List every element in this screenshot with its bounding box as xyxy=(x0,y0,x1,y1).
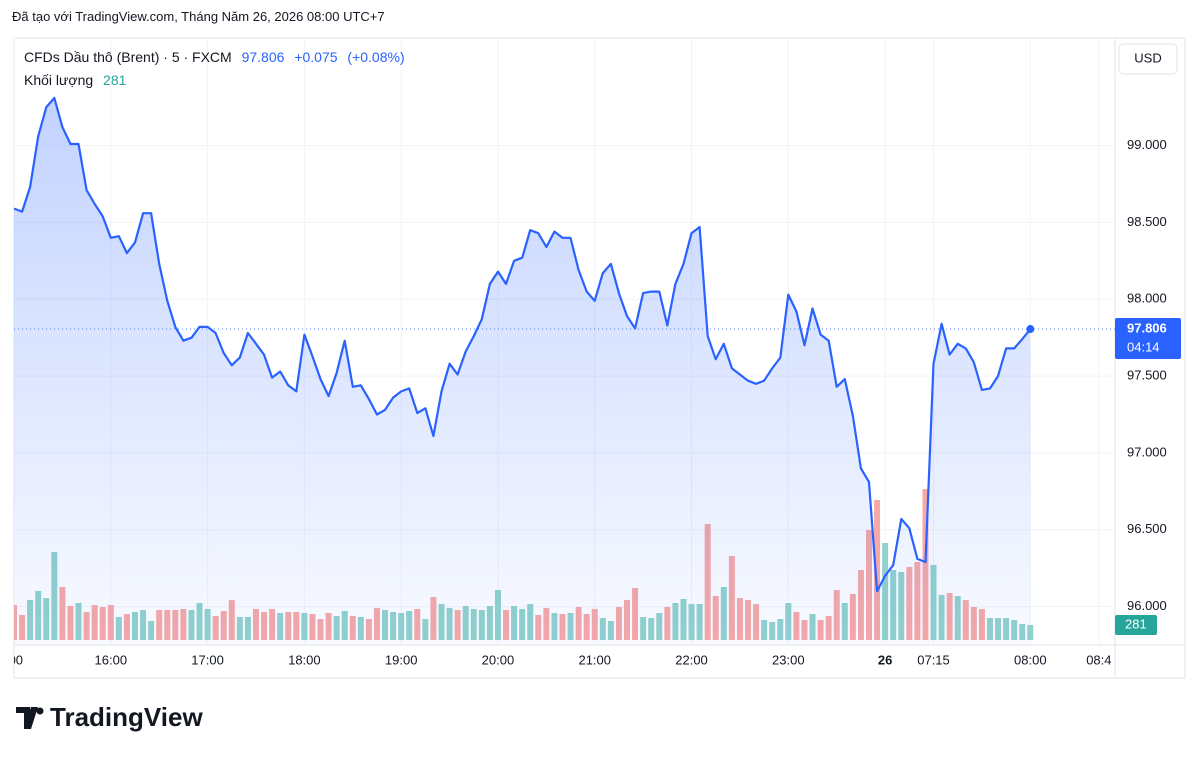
x-tick-label: 07:15 xyxy=(917,652,950,667)
y-tick-label: 99.000 xyxy=(1127,137,1167,152)
volume-last-box xyxy=(1115,614,1157,635)
price-line xyxy=(14,96,1032,593)
last-price-box xyxy=(1115,318,1181,360)
y-tick-label: 98.500 xyxy=(1127,214,1167,229)
volume-legend: Khối lượng 281 xyxy=(24,72,132,88)
logo-text: TradingView xyxy=(50,702,203,732)
x-tick-label: :00 xyxy=(5,652,23,667)
y-tick-label: 97.000 xyxy=(1127,444,1167,459)
last-point xyxy=(1026,325,1035,334)
price-axis: 96.000 96.500 97.000 97.500 98.000 98.500 99.0… xyxy=(1115,137,1181,635)
currency-button[interactable] xyxy=(1118,43,1178,75)
x-tick-label: 22:00 xyxy=(675,652,708,667)
last-price: 97.806 xyxy=(241,49,285,65)
last-price-label: 97.806 xyxy=(1127,320,1167,335)
x-tick-label: 08:4 xyxy=(1086,652,1111,667)
countdown: 04:14 xyxy=(1127,339,1160,354)
x-tick-label: 20:00 xyxy=(482,652,515,667)
logo-icon xyxy=(16,707,38,729)
time-axis: :00 16:00 17:00 18:00 19:00 20:00 21:00 22:00 23… xyxy=(5,652,1112,667)
area xyxy=(14,97,1031,645)
symbol: CFDs Dầu thô (Brent) · 5 · FXCM xyxy=(24,49,232,65)
x-tick-label: 26 xyxy=(878,652,892,667)
x-tick-label: 19:00 xyxy=(385,652,418,667)
volume-bar xyxy=(874,500,881,640)
logo-dot xyxy=(36,707,44,715)
x-tick-label: 21:00 xyxy=(578,652,611,667)
volume-last-label: 281 xyxy=(1125,616,1147,631)
x-tick-label: 08:00 xyxy=(1014,652,1047,667)
plot-area xyxy=(14,96,1115,645)
symbol-legend: CFDs Dầu thô (Brent) · 5 · FXCM 97.806 +… xyxy=(24,49,411,65)
y-tick-label: 96.500 xyxy=(1127,521,1167,536)
x-tick-label: 23:00 xyxy=(772,652,805,667)
logo: TradingView xyxy=(16,702,203,732)
currency[interactable]: USD xyxy=(1134,50,1161,65)
change: +0.075 xyxy=(294,49,338,65)
volume-last: 281 xyxy=(103,72,127,88)
change-pct: (+0.08%) xyxy=(347,49,405,65)
y-tick-label: 98.000 xyxy=(1127,291,1167,306)
y-tick-label: 97.500 xyxy=(1127,368,1167,383)
x-tick-label: 18:00 xyxy=(288,652,321,667)
x-tick-label: 17:00 xyxy=(191,652,224,667)
x-tick-label: 16:00 xyxy=(95,652,128,667)
volume-title: Khối lượng xyxy=(24,72,94,88)
volume-bar xyxy=(1027,624,1034,640)
credit: Đã tạo với TradingView.com, Tháng Năm 26… xyxy=(12,9,385,24)
y-tick-label: 96.000 xyxy=(1127,598,1167,613)
